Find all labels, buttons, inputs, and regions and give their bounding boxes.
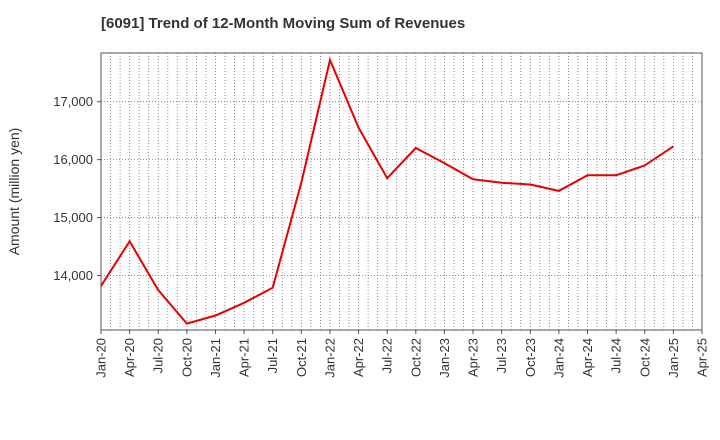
x-tick-label: Jul-24 xyxy=(609,338,624,373)
series-line xyxy=(100,56,674,325)
x-tick-label: Jan-23 xyxy=(437,338,452,378)
x-tick-label: Oct-20 xyxy=(179,338,194,377)
plot-area-frame xyxy=(100,52,703,331)
x-tick-label: Jan-20 xyxy=(94,338,109,378)
x-tick-label: Jan-22 xyxy=(322,338,337,378)
x-tick-label: Apr-24 xyxy=(580,338,595,377)
x-tick-label: Jul-23 xyxy=(494,338,509,373)
x-tick-label: Jan-21 xyxy=(208,338,223,378)
x-tick-label: Apr-22 xyxy=(351,338,366,377)
x-axis-ticks: Jan-20 Apr-20 Jul-20 Oct-20 Jan-21 Apr-21 Jul-… xyxy=(94,330,710,378)
series-layer xyxy=(100,56,674,325)
y-tick-label: 15,000 xyxy=(53,210,93,225)
x-tick-label: Jan-24 xyxy=(551,338,566,378)
x-tick-label: Jul-22 xyxy=(380,338,395,373)
y-tick-label: 16,000 xyxy=(53,152,93,167)
x-tick-label: Jul-20 xyxy=(151,338,166,373)
x-tick-label: Apr-20 xyxy=(122,338,137,377)
y-axis-label: Amount (million yen) xyxy=(6,128,22,256)
x-tick-label: Apr-21 xyxy=(237,338,252,377)
chart-title: [6091] Trend of 12-Month Moving Sum of R… xyxy=(101,15,466,32)
x-tick-label: Oct-24 xyxy=(637,338,652,377)
x-tick-label: Oct-21 xyxy=(294,338,309,377)
y-axis-ticks: 14,000 15,000 16,000 17,000 xyxy=(53,94,101,283)
y-tick-label: 17,000 xyxy=(53,94,93,109)
x-tick-label: Oct-23 xyxy=(523,338,538,377)
x-tick-label: Apr-23 xyxy=(466,338,481,377)
grid-layer xyxy=(101,53,702,330)
x-tick-label: Jan-25 xyxy=(666,338,681,378)
x-tick-label: Jul-21 xyxy=(265,338,280,373)
x-tick-label: Apr-25 xyxy=(695,338,710,377)
y-tick-label: 14,000 xyxy=(53,268,93,283)
x-tick-label: Oct-22 xyxy=(408,338,423,377)
